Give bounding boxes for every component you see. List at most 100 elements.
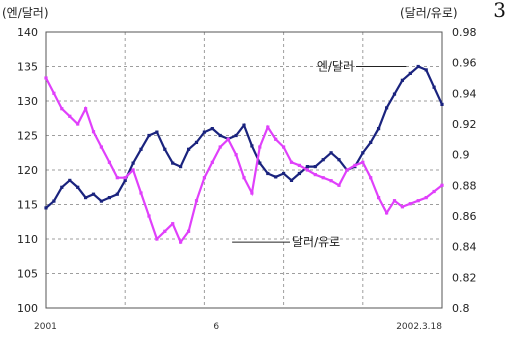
data-point <box>91 130 96 134</box>
data-point <box>392 92 397 96</box>
data-point <box>266 171 270 176</box>
data-point <box>107 196 111 200</box>
data-point <box>329 151 333 155</box>
annotation-yen-dollar: 엔/달러 <box>317 60 354 74</box>
data-point <box>226 137 230 141</box>
data-point <box>202 130 206 134</box>
data-point <box>313 173 317 177</box>
data-point <box>385 211 389 215</box>
data-point <box>424 68 428 72</box>
data-point <box>416 64 420 69</box>
data-point <box>52 91 56 95</box>
series-right-axis <box>44 76 444 245</box>
data-point <box>163 229 167 233</box>
data-point <box>44 206 48 210</box>
right-tick-label: 0.88 <box>452 179 477 192</box>
data-point <box>424 196 428 200</box>
right-tick-label: 0.98 <box>452 26 477 39</box>
data-point <box>123 176 127 180</box>
left-tick-label: 120 <box>17 164 38 177</box>
left-tick-label: 100 <box>17 302 38 315</box>
left-tick-label: 105 <box>17 268 38 281</box>
series-left-axis <box>44 64 444 210</box>
data-point <box>377 127 381 131</box>
data-point <box>107 160 111 164</box>
data-point <box>171 161 175 165</box>
data-point <box>194 199 199 203</box>
data-point <box>361 160 365 164</box>
data-point <box>400 205 404 209</box>
right-tick-label: 0.94 <box>452 87 477 100</box>
data-point <box>84 107 88 111</box>
right-tick-label: 0.84 <box>452 241 477 254</box>
data-point <box>408 71 412 75</box>
right-tick-label: 0.8 <box>452 302 470 315</box>
data-point <box>440 183 444 187</box>
data-point <box>250 191 254 195</box>
right-tick-label: 0.86 <box>452 210 477 223</box>
data-point <box>329 179 333 183</box>
data-point <box>432 189 436 194</box>
left-tick-label: 130 <box>17 95 38 108</box>
data-point <box>202 176 206 180</box>
x-tick-label: 2001 <box>34 322 57 332</box>
data-point <box>68 178 72 182</box>
data-point <box>147 133 151 138</box>
data-point <box>305 165 309 169</box>
data-point <box>123 178 127 182</box>
right-tick-label: 0.9 <box>452 149 470 162</box>
data-point <box>44 76 48 80</box>
data-point <box>194 140 199 144</box>
data-point <box>321 176 325 180</box>
axes-layer: 1401351301251201151101051000.980.960.940… <box>17 26 477 332</box>
data-point <box>408 202 412 206</box>
data-point <box>337 158 341 162</box>
data-point <box>377 196 381 200</box>
data-point <box>234 133 238 138</box>
data-point <box>68 114 72 118</box>
grid-lines <box>46 32 442 308</box>
data-point <box>282 171 286 176</box>
data-point <box>99 145 103 149</box>
data-point <box>91 192 96 196</box>
series-line <box>45 77 443 245</box>
left-tick-label: 135 <box>17 61 38 74</box>
data-point <box>131 168 135 172</box>
data-point <box>115 176 119 180</box>
data-point <box>385 106 389 110</box>
data-point <box>210 160 214 164</box>
data-point <box>99 199 103 203</box>
data-point <box>416 199 420 203</box>
data-point <box>289 178 294 182</box>
left-tick-label: 125 <box>17 130 38 143</box>
annotation-dollar-euro: 달러/유로 <box>292 235 340 249</box>
right-tick-label: 0.82 <box>452 271 477 284</box>
left-tick-label: 115 <box>17 199 38 212</box>
data-point <box>155 130 159 134</box>
data-point <box>313 165 317 169</box>
data-point <box>440 102 444 106</box>
series-layer <box>44 64 444 245</box>
data-point <box>210 127 214 131</box>
corner-page-mark: 3 <box>493 0 506 22</box>
data-point <box>60 107 64 111</box>
data-point <box>234 153 238 157</box>
right-axis-label: (달러/유로) <box>400 6 458 20</box>
data-point <box>76 185 80 189</box>
data-point <box>218 145 222 149</box>
data-point <box>274 175 278 179</box>
data-point <box>321 158 325 162</box>
data-point <box>76 122 80 126</box>
series-line <box>45 65 443 209</box>
data-point <box>432 85 436 89</box>
right-tick-label: 0.96 <box>452 57 477 70</box>
data-point <box>115 192 119 196</box>
data-point <box>250 144 254 148</box>
data-point <box>392 199 397 203</box>
data-point <box>297 171 301 176</box>
data-point <box>163 147 167 151</box>
data-point <box>131 161 135 165</box>
data-point <box>369 140 373 144</box>
data-point <box>155 237 159 241</box>
